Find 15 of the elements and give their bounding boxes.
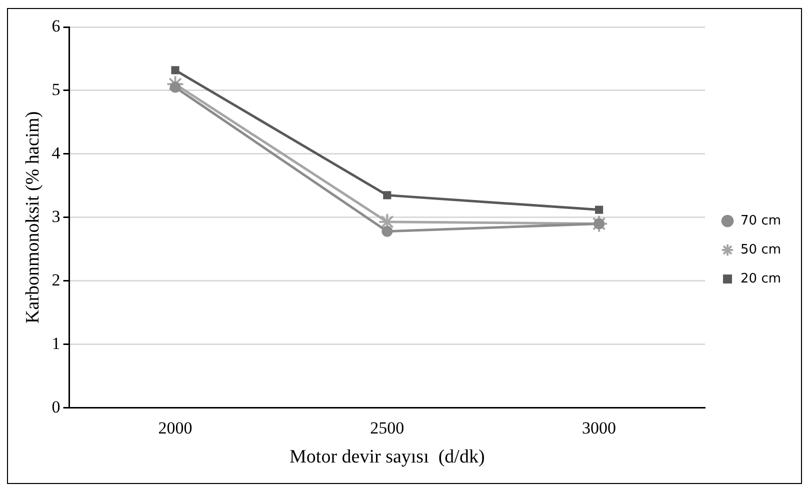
legend-label: 70 cm bbox=[740, 213, 782, 228]
y-tick-label: 6 bbox=[52, 16, 60, 36]
y-tick-label: 2 bbox=[52, 270, 60, 290]
y-tick-label: 1 bbox=[52, 334, 60, 353]
y-tick-label: 0 bbox=[52, 397, 60, 416]
x-tick-label: 2500 bbox=[370, 418, 404, 438]
x-tick-label: 3000 bbox=[582, 418, 616, 438]
legend-label: 50 cm bbox=[740, 242, 782, 258]
x-axis-title: Motor devir sayısı (d/dk) bbox=[290, 446, 485, 468]
y-axis-title: Karbonmonoksit (% hacim) bbox=[22, 111, 44, 324]
legend-label: 20 cm bbox=[740, 271, 782, 286]
x-tick-label: 2000 bbox=[158, 418, 192, 438]
y-tick-label: 3 bbox=[52, 206, 60, 226]
y-tick-label: 5 bbox=[52, 80, 60, 99]
y-tick-label: 4 bbox=[52, 143, 61, 162]
